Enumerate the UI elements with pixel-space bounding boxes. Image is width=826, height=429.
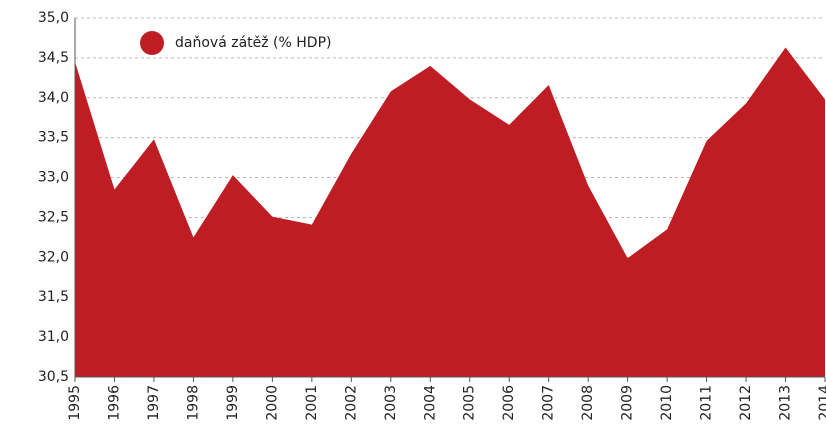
x-tick-label: 2012 (738, 385, 754, 421)
y-tick-label: 32,0 (38, 249, 69, 265)
x-tick-label: 1996 (106, 385, 122, 421)
plot: 30,5 31,0 31,5 32,0 32,5 33,0 33,5 34,0 34,5 35,0… (38, 10, 826, 421)
legend-label: daňová zátěž (% HDP) (175, 35, 331, 51)
y-tick-label: 33,5 (38, 130, 69, 146)
y-tick-label: 31,5 (38, 289, 69, 305)
x-tick-label: 2004 (422, 385, 438, 421)
x-tick-label: 2001 (304, 385, 320, 421)
y-tick-label: 32,5 (38, 209, 69, 225)
legend-swatch (140, 31, 164, 55)
y-tick-label: 30,5 (38, 369, 69, 385)
x-tick-label: 2003 (383, 385, 399, 421)
y-tick-label: 31,0 (38, 329, 69, 345)
x-tick-label: 1999 (225, 385, 241, 421)
y-tick-label: 33,0 (38, 170, 69, 186)
x-tick-label: 2006 (501, 385, 517, 421)
x-tick-label: 2014 (817, 385, 826, 421)
x-tick-label: 2007 (541, 385, 557, 421)
y-tick-label: 34,5 (38, 50, 69, 66)
x-tick-label: 1997 (146, 385, 162, 421)
x-tick-label: 2010 (659, 385, 675, 421)
x-tick-label: 2011 (699, 385, 715, 421)
x-tick-label: 2009 (620, 385, 636, 421)
y-tick-label: 35,0 (38, 10, 69, 26)
x-tick-label: 1998 (185, 385, 201, 421)
x-tick-label: 2005 (462, 385, 478, 421)
y-tick-label: 34,0 (38, 90, 69, 106)
x-tick-label: 1995 (67, 385, 83, 421)
x-tick-label: 2002 (343, 385, 359, 421)
x-tick-label: 2013 (778, 385, 794, 421)
x-tick-label: 2000 (264, 385, 280, 421)
area (75, 47, 825, 378)
x-tick-label: 2008 (580, 385, 596, 421)
